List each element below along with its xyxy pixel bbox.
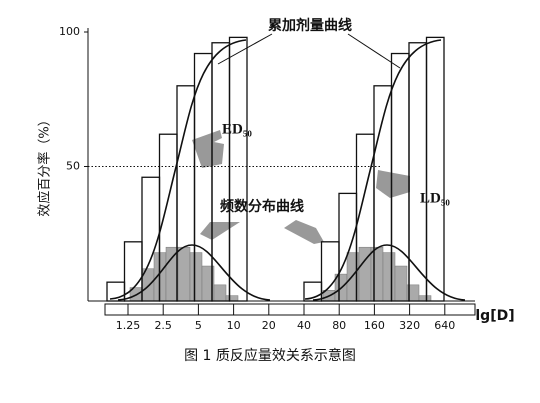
frequency-bar [418, 295, 432, 302]
x-tick-label: 40 [297, 319, 311, 332]
frequency-bar [370, 246, 384, 302]
y-tick-label: 100 [59, 25, 80, 38]
y-axis-label: 效应百分率（%） [37, 113, 53, 216]
cumulative-step [228, 36, 248, 302]
x-tick-label: 1.25 [116, 319, 141, 332]
x-tick-label: 160 [364, 319, 385, 332]
caption: 图 1 质反应量效关系示意图 [184, 347, 356, 364]
frequency-bar [382, 252, 396, 302]
cumulative-step [425, 36, 445, 302]
cumulative-step [211, 42, 231, 302]
x-tick-label: 320 [399, 319, 420, 332]
fitted-curves [109, 39, 466, 301]
frequency-bar [177, 246, 191, 302]
annotation: 累加剂量曲线 [268, 17, 352, 34]
frequency-bar [225, 295, 239, 302]
frequency-bar [213, 284, 227, 302]
frequency-bar [346, 252, 360, 302]
annotation: 频数分布曲线 [220, 198, 304, 215]
x-tick-label: 5 [195, 319, 202, 332]
annotation: LD₅₀ [420, 190, 450, 206]
x-tick-label: 10 [227, 319, 241, 332]
x-tick-label: 20 [262, 319, 276, 332]
x-scale-bar [104, 303, 476, 316]
frequency-bar [189, 252, 203, 302]
y-tick-label: 50 [66, 160, 80, 173]
x-tick-label: 640 [434, 319, 455, 332]
annotation: ED₅₀ [222, 121, 252, 137]
x-tick-label: 80 [332, 319, 346, 332]
x-axis-label: lg[D] [475, 308, 514, 324]
frequency-bar [165, 246, 179, 302]
frequency-bar [394, 265, 408, 302]
hand-icons [192, 130, 410, 244]
pointers [217, 33, 401, 69]
x-tick-label: 2.5 [154, 319, 172, 332]
